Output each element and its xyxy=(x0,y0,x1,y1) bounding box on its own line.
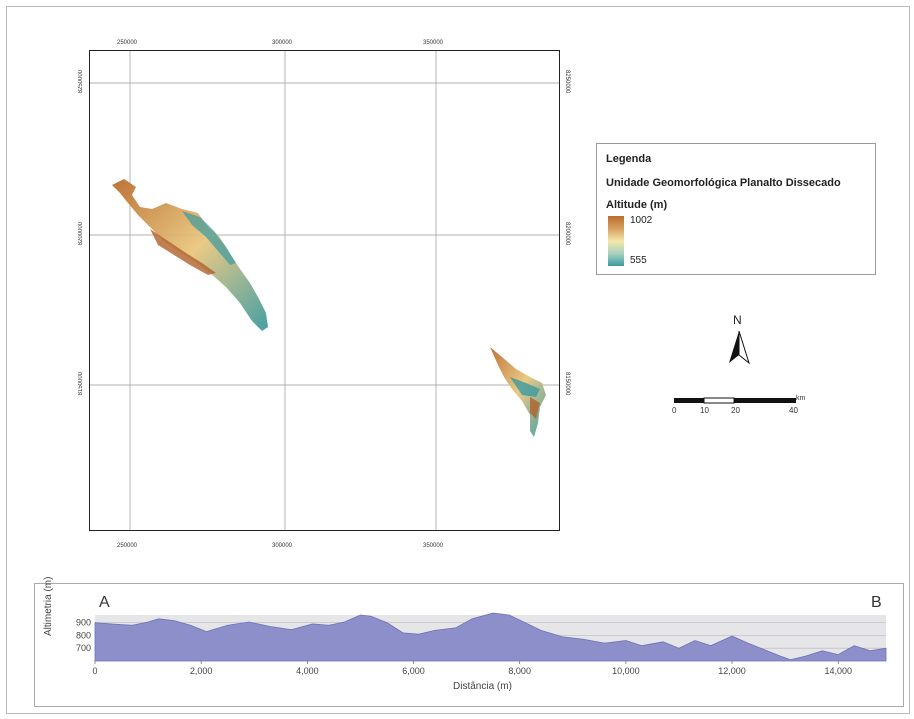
x-tick-label: 12,000 xyxy=(718,666,746,676)
elevation-profile: 0 2,000 4,000 6,000 8,000 10,000 12,000 14,000 … xyxy=(34,577,904,707)
y-tick-label: 700 xyxy=(76,643,91,653)
y-tick-left-3: 8150000 xyxy=(78,372,84,396)
y-tick-label: 800 xyxy=(76,630,91,640)
profile-chart: 0 2,000 4,000 6,000 8,000 10,000 12,000 14,000 … xyxy=(76,612,887,676)
x-tick-label: 0 xyxy=(92,666,97,676)
legend-title: Legenda xyxy=(606,153,652,165)
y-tick-right-1: 8250000 xyxy=(564,70,570,94)
scale-label-40: 40 xyxy=(789,406,798,415)
x-tick-top-3: 350000 xyxy=(423,40,444,46)
profile-area xyxy=(94,612,887,662)
x-tick-bottom-3: 350000 xyxy=(423,543,444,549)
x-tick-label: 8,000 xyxy=(508,666,531,676)
x-tick-top-2: 300000 xyxy=(272,40,293,46)
figure-frame xyxy=(6,6,910,714)
scale-label-0: 0 xyxy=(672,406,677,415)
y-tick-label: 900 xyxy=(76,618,91,628)
scale-label-10: 10 xyxy=(700,406,709,415)
x-tick-label: 2,000 xyxy=(190,666,213,676)
x-tick-label: 4,000 xyxy=(296,666,319,676)
y-tick-right-3: 8150000 xyxy=(564,372,570,396)
scale-label-20: 20 xyxy=(731,406,740,415)
legend-min-value: 555 xyxy=(630,255,647,266)
legend-attribute: Altitude (m) xyxy=(606,199,668,211)
y-tick-left-2: 8200000 xyxy=(78,222,84,246)
scale-unit: km xyxy=(796,395,806,402)
x-tick-label: 6,000 xyxy=(402,666,425,676)
x-tick-bottom-2: 300000 xyxy=(272,543,293,549)
x-tick-bottom-1: 250000 xyxy=(117,543,138,549)
terrain-region-northwest xyxy=(112,179,268,331)
north-arrow-label: N xyxy=(733,313,742,327)
terrain-region-southeast xyxy=(490,347,546,437)
scale-bar: 0 10 20 40 km xyxy=(669,395,819,425)
x-tick-label: 14,000 xyxy=(824,666,852,676)
x-tick-label: 10,000 xyxy=(612,666,640,676)
legend-unit-name: Unidade Geomorfológica Planalto Dissecad… xyxy=(606,177,841,189)
scale-bar-graphic xyxy=(674,397,796,404)
y-tick-left-1: 8250000 xyxy=(78,70,84,94)
north-arrow-icon xyxy=(729,330,750,365)
map-legend: Legenda Unidade Geomorfológica Planalto … xyxy=(596,143,876,275)
x-tick-top-1: 250000 xyxy=(117,40,138,46)
map-panel xyxy=(89,50,560,531)
profile-point-a: A xyxy=(99,594,110,611)
y-tick-right-2: 8200000 xyxy=(564,222,570,246)
profile-y-axis-title: Altimetria (m) xyxy=(43,576,54,636)
north-arrow: N xyxy=(722,313,756,369)
legend-max-value: 1002 xyxy=(630,215,653,226)
legend-color-ramp xyxy=(608,216,624,266)
profile-point-b: B xyxy=(871,594,882,611)
profile-x-axis-title: Distância (m) xyxy=(453,681,512,692)
map-canvas xyxy=(90,51,559,530)
